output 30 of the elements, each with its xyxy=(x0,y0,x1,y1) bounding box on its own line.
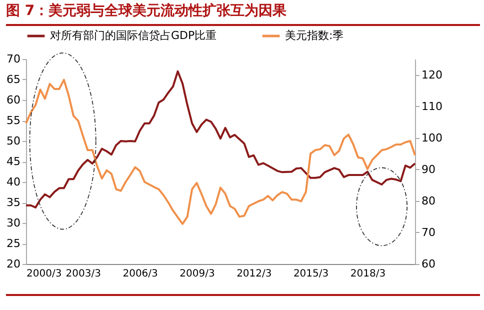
y-tick-label: 40 xyxy=(6,176,20,188)
y2-tick-label: 100 xyxy=(422,131,442,144)
y2-tick-label: 90 xyxy=(422,162,436,176)
x-tick-label: 2000/3 xyxy=(26,268,62,280)
y-tick-label: 60 xyxy=(6,94,20,106)
line-series xyxy=(25,70,416,208)
y-tick-label: 50 xyxy=(6,134,20,148)
y2-tick-label: 120 xyxy=(422,68,442,82)
y-tick-label: 35 xyxy=(6,196,20,209)
x-tick-label: 2003/3 xyxy=(66,268,101,280)
y-tick-label: 25 xyxy=(6,237,20,250)
y-tick-label: 55 xyxy=(6,114,20,127)
x-tick-label: 2015/3 xyxy=(293,268,329,280)
line-series xyxy=(25,78,416,225)
x-tick-label: 2012/3 xyxy=(236,268,272,280)
y-tick-label: 30 xyxy=(6,216,20,230)
y2-tick-label: 60 xyxy=(422,258,436,270)
y-tick-label: 20 xyxy=(6,258,20,270)
legend-label: 对所有部门的国际信贷占GDP比重 xyxy=(50,29,217,42)
y2-tick-label: 110 xyxy=(422,100,442,113)
x-tick-label: 2018/3 xyxy=(350,268,386,280)
y-tick-label: 65 xyxy=(6,73,20,86)
y2-tick-label: 70 xyxy=(422,226,436,239)
y2-tick-label: 80 xyxy=(422,194,436,208)
y-tick-label: 70 xyxy=(6,52,20,66)
y-tick-label: 45 xyxy=(6,155,20,168)
x-tick-label: 2009/3 xyxy=(180,268,215,280)
legend-label: 美元指数:季 xyxy=(285,29,344,42)
chart-title: 图 7：美元弱与全球美元流动性扩张互为因果 xyxy=(6,2,288,19)
x-tick-label: 2006/3 xyxy=(122,268,158,280)
